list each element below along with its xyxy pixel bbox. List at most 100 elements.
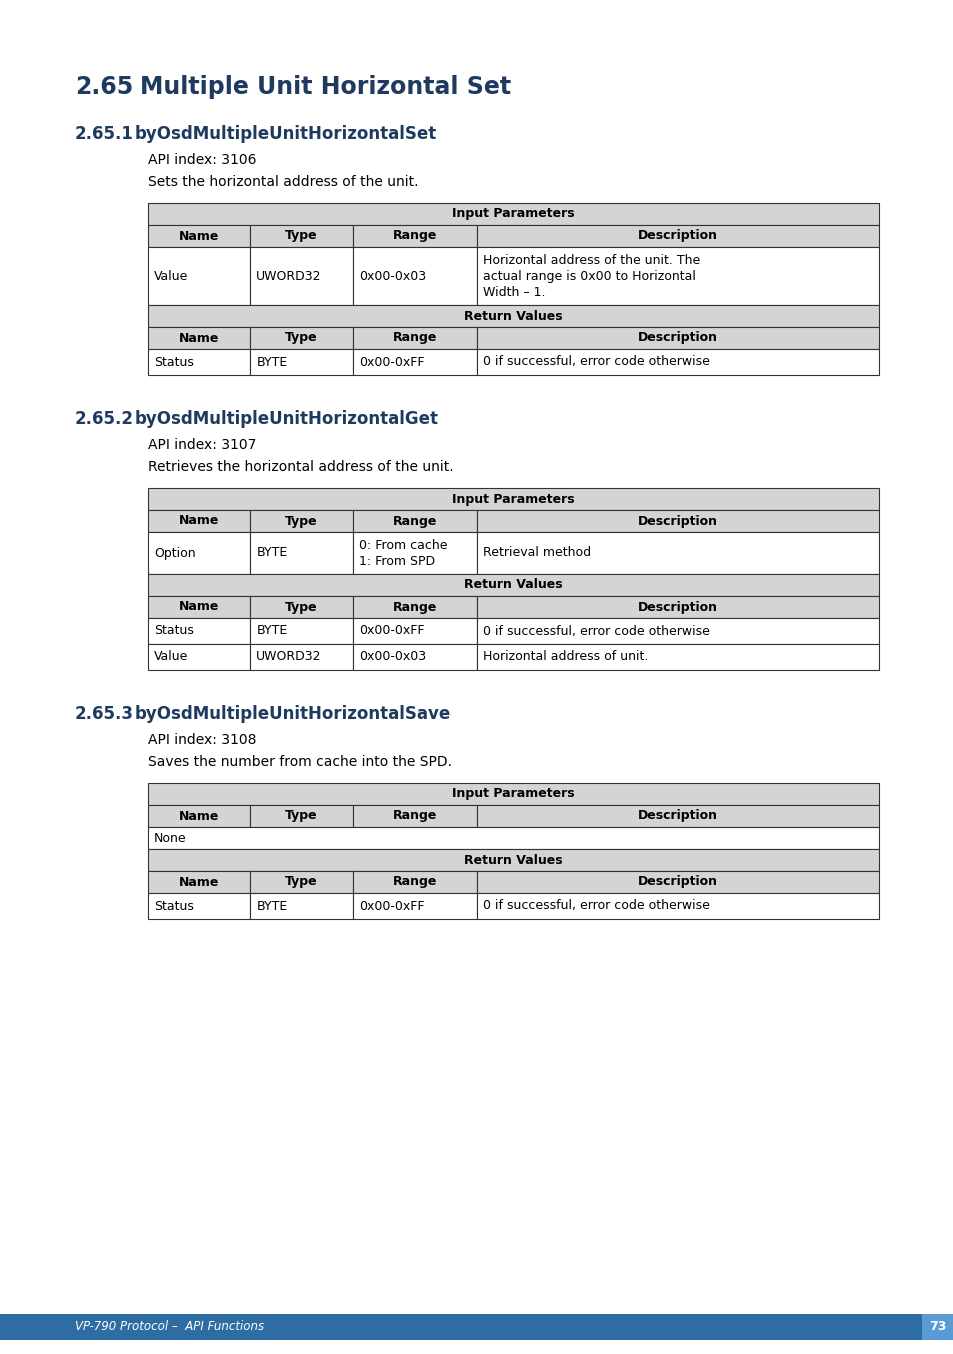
Bar: [148, 596, 250, 617]
Bar: [250, 349, 353, 375]
Bar: [921, 1313, 953, 1340]
Text: byOsdMultipleUnitHorizontalSave: byOsdMultipleUnitHorizontalSave: [135, 705, 451, 723]
Text: Status: Status: [153, 899, 193, 913]
Bar: [148, 349, 250, 375]
Text: Description: Description: [638, 229, 718, 242]
Text: Name: Name: [179, 229, 219, 242]
Bar: [250, 894, 353, 919]
Bar: [476, 246, 878, 305]
Text: API index: 3106: API index: 3106: [148, 153, 256, 167]
Bar: [148, 510, 250, 532]
Bar: [148, 225, 250, 246]
Bar: [148, 806, 250, 827]
Text: BYTE: BYTE: [256, 547, 287, 559]
Bar: [0, 1313, 953, 1340]
Text: Range: Range: [393, 810, 436, 822]
Text: 0x00-0xFF: 0x00-0xFF: [358, 624, 424, 638]
Text: Type: Type: [285, 601, 317, 613]
Text: Range: Range: [393, 229, 436, 242]
Bar: [353, 246, 476, 305]
Text: UWORD32: UWORD32: [256, 650, 321, 663]
Text: 0 if successful, error code otherwise: 0 if successful, error code otherwise: [482, 899, 709, 913]
Bar: [148, 305, 878, 328]
Bar: [353, 617, 476, 645]
Text: Description: Description: [638, 876, 718, 888]
Text: BYTE: BYTE: [256, 356, 287, 368]
Bar: [353, 510, 476, 532]
Bar: [250, 645, 353, 670]
Bar: [353, 894, 476, 919]
Text: 0 if successful, error code otherwise: 0 if successful, error code otherwise: [482, 356, 709, 368]
Bar: [476, 349, 878, 375]
Text: API index: 3107: API index: 3107: [148, 437, 256, 452]
Bar: [476, 806, 878, 827]
Text: Type: Type: [285, 876, 317, 888]
Text: Name: Name: [179, 332, 219, 344]
Bar: [148, 532, 250, 574]
Text: 2.65.1: 2.65.1: [75, 125, 133, 144]
Bar: [250, 510, 353, 532]
Text: Range: Range: [393, 332, 436, 344]
Text: Range: Range: [393, 515, 436, 528]
Text: Type: Type: [285, 810, 317, 822]
Text: Horizontal address of unit.: Horizontal address of unit.: [482, 650, 648, 663]
Text: 0x00-0xFF: 0x00-0xFF: [358, 899, 424, 913]
Text: Name: Name: [179, 515, 219, 528]
Bar: [476, 328, 878, 349]
Text: Retrieves the horizontal address of the unit.: Retrieves the horizontal address of the …: [148, 460, 453, 474]
Text: Status: Status: [153, 624, 193, 638]
Bar: [250, 532, 353, 574]
Text: Type: Type: [285, 229, 317, 242]
Text: Description: Description: [638, 810, 718, 822]
Bar: [353, 596, 476, 617]
Bar: [250, 596, 353, 617]
Text: 0x00-0x03: 0x00-0x03: [358, 650, 425, 663]
Text: 0: From cache: 0: From cache: [358, 539, 447, 552]
Text: Input Parameters: Input Parameters: [452, 207, 575, 221]
Text: Name: Name: [179, 810, 219, 822]
Text: 2.65.3: 2.65.3: [75, 705, 133, 723]
Bar: [148, 487, 878, 510]
Text: Value: Value: [153, 650, 188, 663]
Text: Return Values: Return Values: [464, 578, 562, 592]
Bar: [476, 894, 878, 919]
Text: 0x00-0xFF: 0x00-0xFF: [358, 356, 424, 368]
Bar: [476, 532, 878, 574]
Bar: [148, 645, 250, 670]
Text: Name: Name: [179, 876, 219, 888]
Text: Status: Status: [153, 356, 193, 368]
Text: Input Parameters: Input Parameters: [452, 788, 575, 800]
Text: Horizontal address of the unit. The: Horizontal address of the unit. The: [482, 255, 700, 267]
Bar: [148, 246, 250, 305]
Text: None: None: [153, 831, 187, 845]
Text: Retrieval method: Retrieval method: [482, 547, 591, 559]
Bar: [250, 871, 353, 894]
Bar: [476, 225, 878, 246]
Bar: [250, 225, 353, 246]
Bar: [250, 806, 353, 827]
Bar: [250, 328, 353, 349]
Text: BYTE: BYTE: [256, 899, 287, 913]
Bar: [148, 827, 878, 849]
Bar: [476, 871, 878, 894]
Bar: [148, 871, 250, 894]
Text: Description: Description: [638, 332, 718, 344]
Text: 73: 73: [928, 1320, 945, 1334]
Text: 0x00-0x03: 0x00-0x03: [358, 269, 425, 283]
Bar: [353, 349, 476, 375]
Text: byOsdMultipleUnitHorizontalGet: byOsdMultipleUnitHorizontalGet: [135, 410, 438, 428]
Text: 1: From SPD: 1: From SPD: [358, 555, 435, 567]
Bar: [476, 617, 878, 645]
Text: Return Values: Return Values: [464, 853, 562, 867]
Text: Sets the horizontal address of the unit.: Sets the horizontal address of the unit.: [148, 175, 418, 190]
Text: actual range is 0x00 to Horizontal: actual range is 0x00 to Horizontal: [482, 269, 695, 283]
Text: UWORD32: UWORD32: [256, 269, 321, 283]
Text: VP-790 Protocol –  API Functions: VP-790 Protocol – API Functions: [75, 1320, 264, 1334]
Bar: [353, 532, 476, 574]
Bar: [148, 574, 878, 596]
Text: Description: Description: [638, 515, 718, 528]
Text: Multiple Unit Horizontal Set: Multiple Unit Horizontal Set: [140, 74, 511, 99]
Text: Description: Description: [638, 601, 718, 613]
Bar: [353, 871, 476, 894]
Bar: [148, 203, 878, 225]
